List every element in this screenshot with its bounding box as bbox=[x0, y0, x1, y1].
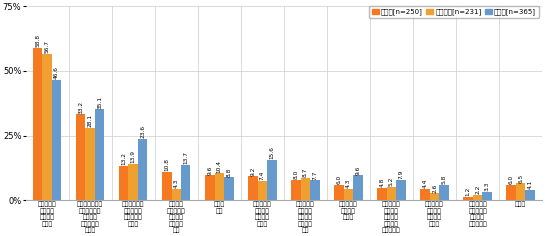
Bar bbox=[310, 180, 319, 200]
Text: 58.8: 58.8 bbox=[35, 34, 40, 47]
Bar bbox=[430, 194, 439, 200]
Bar bbox=[181, 165, 190, 200]
Text: 5.8: 5.8 bbox=[441, 175, 446, 184]
Bar bbox=[420, 189, 430, 200]
Bar bbox=[377, 188, 387, 200]
Bar bbox=[482, 192, 492, 200]
Text: 2.6: 2.6 bbox=[432, 183, 437, 193]
Text: 9.6: 9.6 bbox=[207, 165, 213, 175]
Text: 23.6: 23.6 bbox=[140, 125, 145, 138]
Bar bbox=[224, 177, 233, 200]
Bar bbox=[172, 189, 181, 200]
Text: 7.9: 7.9 bbox=[398, 170, 403, 179]
Text: 8.8: 8.8 bbox=[226, 167, 231, 177]
Text: 2.2: 2.2 bbox=[475, 184, 480, 194]
Bar bbox=[258, 181, 267, 200]
Text: 6.0: 6.0 bbox=[508, 175, 514, 184]
Bar bbox=[162, 172, 172, 200]
Text: 9.2: 9.2 bbox=[250, 166, 256, 176]
Text: 35.1: 35.1 bbox=[97, 96, 102, 109]
Bar bbox=[76, 114, 86, 200]
Bar bbox=[516, 183, 525, 200]
Text: 7.7: 7.7 bbox=[312, 170, 317, 180]
Bar bbox=[301, 178, 310, 200]
Text: 10.8: 10.8 bbox=[164, 159, 169, 172]
Bar bbox=[267, 160, 276, 200]
Text: 56.7: 56.7 bbox=[45, 40, 50, 53]
Bar bbox=[291, 180, 301, 200]
Bar bbox=[506, 185, 516, 200]
Text: 6.5: 6.5 bbox=[518, 173, 523, 183]
Bar bbox=[86, 127, 95, 200]
Text: 9.6: 9.6 bbox=[355, 165, 360, 175]
Legend: 始業前[n=250], 休憩時間[n=231], 終業後[n=365]: 始業前[n=250], 休憩時間[n=231], 終業後[n=365] bbox=[369, 6, 539, 18]
Bar bbox=[334, 185, 344, 200]
Text: 46.6: 46.6 bbox=[54, 66, 59, 79]
Text: 13.9: 13.9 bbox=[131, 151, 136, 164]
Text: 13.2: 13.2 bbox=[121, 152, 126, 165]
Bar bbox=[215, 173, 224, 200]
Bar bbox=[205, 175, 215, 200]
Text: 7.4: 7.4 bbox=[260, 171, 265, 180]
Bar bbox=[43, 54, 52, 200]
Bar bbox=[248, 176, 258, 200]
Text: 8.7: 8.7 bbox=[303, 168, 308, 177]
Text: 8.0: 8.0 bbox=[293, 169, 299, 179]
Text: 28.1: 28.1 bbox=[88, 114, 93, 127]
Bar bbox=[95, 110, 104, 200]
Text: 15.6: 15.6 bbox=[269, 146, 274, 159]
Bar bbox=[119, 166, 129, 200]
Text: 13.7: 13.7 bbox=[183, 151, 188, 164]
Text: 10.4: 10.4 bbox=[217, 160, 222, 173]
Bar bbox=[33, 48, 43, 200]
Bar bbox=[439, 185, 449, 200]
Bar bbox=[387, 187, 396, 200]
Bar bbox=[396, 180, 405, 200]
Text: 4.3: 4.3 bbox=[174, 179, 179, 188]
Bar bbox=[473, 194, 482, 200]
Bar bbox=[353, 175, 362, 200]
Bar bbox=[525, 190, 535, 200]
Text: 5.2: 5.2 bbox=[389, 177, 394, 186]
Bar bbox=[138, 139, 147, 200]
Bar bbox=[463, 197, 473, 200]
Bar bbox=[129, 164, 138, 200]
Text: 6.0: 6.0 bbox=[336, 175, 342, 184]
Text: 33.2: 33.2 bbox=[78, 101, 83, 114]
Text: 4.3: 4.3 bbox=[346, 179, 351, 188]
Text: 3.3: 3.3 bbox=[485, 181, 489, 191]
Text: 4.1: 4.1 bbox=[528, 180, 532, 189]
Text: 4.8: 4.8 bbox=[379, 178, 385, 187]
Bar bbox=[52, 80, 61, 200]
Bar bbox=[344, 189, 353, 200]
Text: 4.4: 4.4 bbox=[422, 179, 428, 188]
Text: 1.2: 1.2 bbox=[465, 187, 471, 196]
